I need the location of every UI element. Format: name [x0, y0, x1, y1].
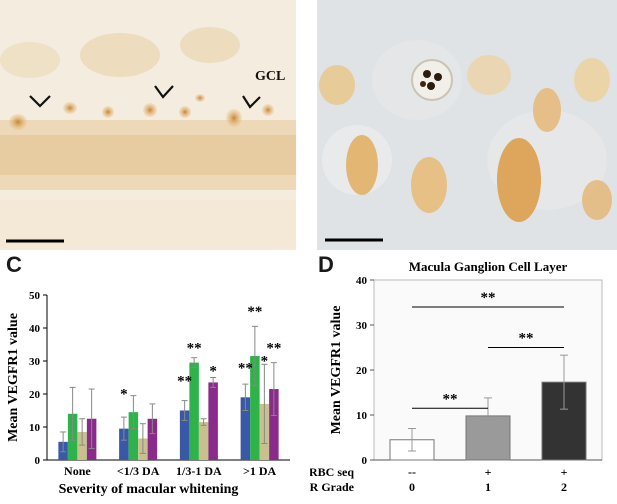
bar	[128, 412, 139, 460]
significance-mark: **	[187, 341, 202, 357]
x-tick-label: 1/3-1 DA	[176, 464, 222, 478]
significance-mark: *	[209, 364, 217, 380]
y-tick-label: 30	[29, 356, 41, 368]
bar	[269, 389, 279, 460]
significance-mark: **	[519, 331, 534, 347]
significance-mark: *	[261, 354, 269, 370]
chart-c: 0 10 20 30 40 50 Mean VEGFR1 value Severity of …	[6, 290, 290, 497]
x-tick-label: <1/3 DA	[117, 464, 160, 478]
y-tick-label: 20	[29, 389, 41, 401]
significance-mark: **	[266, 341, 281, 357]
y-tick-label: 40	[356, 275, 368, 287]
x-tick-label: None	[64, 464, 91, 478]
y-tick-label: 30	[356, 320, 368, 332]
row-value: 0	[409, 480, 415, 494]
panel-label-c: C	[6, 252, 22, 277]
bar	[208, 382, 218, 460]
y-tick-label: 50	[29, 290, 41, 302]
bar	[240, 397, 251, 460]
y-tick-label: 0	[362, 455, 368, 467]
row-value: +	[485, 465, 492, 479]
bar	[147, 418, 158, 460]
significance-mark: **	[481, 290, 496, 306]
bar	[77, 431, 87, 460]
bar	[189, 362, 199, 460]
y-tick-label: 20	[356, 365, 368, 377]
row-value: +	[561, 465, 568, 479]
y-axis-label: Mean VEGFR1 value	[6, 313, 21, 442]
significance-mark: **	[177, 374, 192, 390]
significance-mark: **	[247, 304, 262, 320]
bar	[250, 356, 260, 460]
micrograph-b	[317, 0, 617, 250]
row-label: pRBC seq	[310, 465, 354, 479]
gcl-label: GCL	[255, 69, 285, 84]
micrograph-a: GCL	[0, 0, 296, 250]
bar	[198, 422, 209, 460]
x-tick-label: >1 DA	[243, 464, 277, 478]
y-tick-label: 10	[29, 422, 41, 434]
y-tick-label: 40	[29, 323, 41, 335]
row-label: MR Grade	[310, 480, 355, 494]
panel-label-d: D	[318, 252, 334, 277]
significance-mark: **	[443, 391, 458, 407]
row-value: 1	[485, 480, 491, 494]
bar	[119, 428, 129, 460]
x-axis-label: Severity of macular whitening	[59, 482, 239, 497]
row-value: 2	[561, 480, 567, 494]
significance-mark: **	[238, 360, 253, 376]
bar	[179, 410, 190, 460]
y-tick-label: 10	[356, 410, 368, 422]
y-tick-label: 0	[35, 455, 41, 467]
row-value: --	[408, 465, 416, 479]
chart-title: Macula Ganglion Cell Layer	[409, 259, 568, 274]
significance-mark: *	[120, 387, 128, 403]
y-axis-label: Mean VEGFR1 value	[329, 306, 344, 435]
